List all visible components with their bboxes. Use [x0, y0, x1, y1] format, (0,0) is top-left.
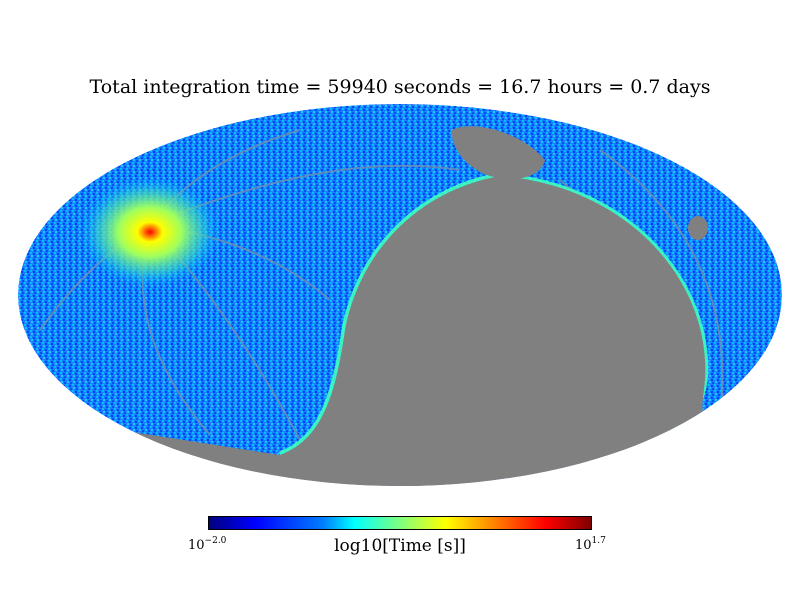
colorbar-min-tick: 10−2.0: [188, 536, 227, 553]
unobserved-cap: [451, 126, 545, 179]
hotspot: [80, 177, 220, 287]
chart-title: Total integration time = 59940 seconds =…: [89, 76, 711, 98]
unobserved-patch: [688, 216, 708, 240]
colorbar: [208, 516, 592, 530]
colorbar-max-tick: 101.7: [575, 536, 606, 553]
colorbar-label: log10[Time [s]]: [334, 536, 466, 556]
unobserved-region: [120, 176, 720, 486]
